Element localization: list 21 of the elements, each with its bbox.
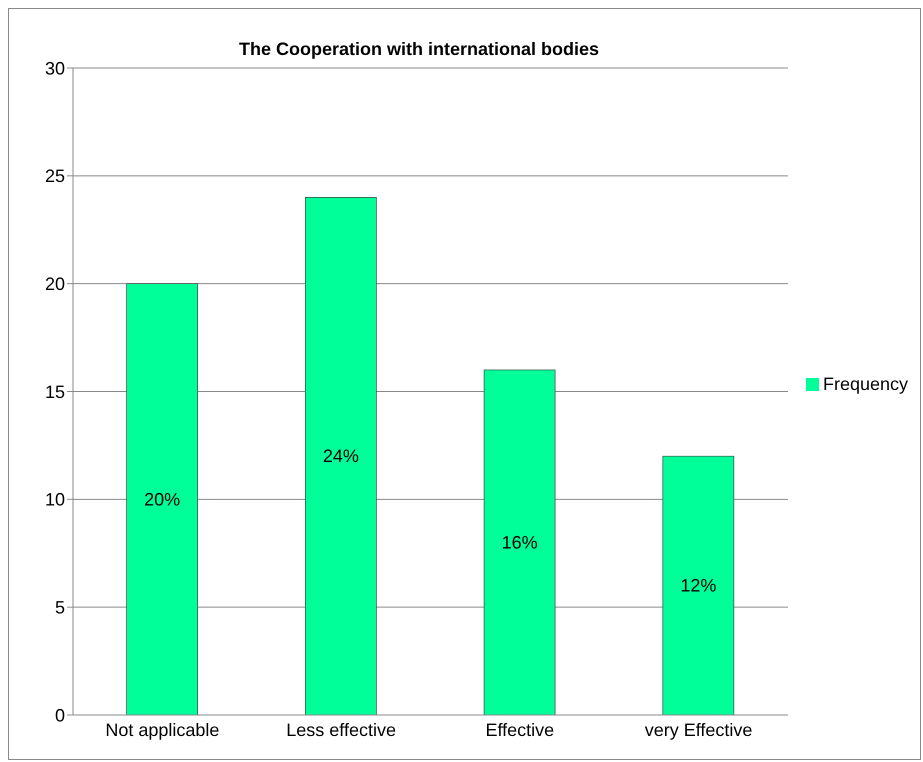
data-label: 16% xyxy=(502,532,538,552)
y-tick-label: 30 xyxy=(44,58,65,78)
bar xyxy=(305,197,377,715)
x-tick-label: Less effective xyxy=(286,720,396,740)
data-label: 12% xyxy=(680,576,716,596)
legend-label: Frequency xyxy=(822,374,908,394)
bar xyxy=(484,370,556,715)
y-tick-label: 15 xyxy=(44,382,65,402)
y-tick-label: 10 xyxy=(44,490,65,510)
x-tick-label: very Effective xyxy=(644,720,752,740)
y-tick-label: 0 xyxy=(54,705,65,726)
data-label: 20% xyxy=(144,489,180,510)
data-label: 24% xyxy=(322,446,359,466)
x-tick-label: Not applicable xyxy=(105,720,220,740)
chart-title: The Cooperation with international bodies xyxy=(238,39,600,60)
x-tick-label: Effective xyxy=(485,720,554,740)
bar xyxy=(662,456,734,715)
y-tick-label: 5 xyxy=(54,598,65,618)
bar xyxy=(126,283,198,715)
y-tick-label: 20 xyxy=(44,274,65,294)
y-tick-label: 25 xyxy=(44,166,65,186)
